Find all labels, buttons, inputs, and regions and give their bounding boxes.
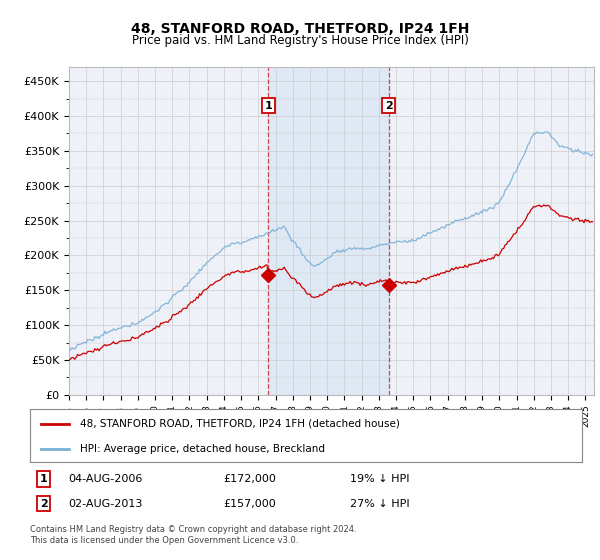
Text: 27% ↓ HPI: 27% ↓ HPI <box>350 498 410 508</box>
Text: £157,000: £157,000 <box>223 498 276 508</box>
Text: 2: 2 <box>40 498 47 508</box>
Text: 1: 1 <box>265 101 272 110</box>
Text: Price paid vs. HM Land Registry's House Price Index (HPI): Price paid vs. HM Land Registry's House … <box>131 34 469 46</box>
Text: 1: 1 <box>40 474 47 484</box>
Text: £172,000: £172,000 <box>223 474 276 484</box>
Text: 04-AUG-2006: 04-AUG-2006 <box>68 474 143 484</box>
Text: HPI: Average price, detached house, Breckland: HPI: Average price, detached house, Brec… <box>80 444 325 454</box>
Text: 2: 2 <box>385 101 392 110</box>
Text: Contains HM Land Registry data © Crown copyright and database right 2024.
This d: Contains HM Land Registry data © Crown c… <box>30 525 356 545</box>
Text: 48, STANFORD ROAD, THETFORD, IP24 1FH: 48, STANFORD ROAD, THETFORD, IP24 1FH <box>131 22 469 36</box>
Text: 19% ↓ HPI: 19% ↓ HPI <box>350 474 410 484</box>
Bar <box>268 67 389 395</box>
Text: 48, STANFORD ROAD, THETFORD, IP24 1FH (detached house): 48, STANFORD ROAD, THETFORD, IP24 1FH (d… <box>80 419 400 429</box>
Text: 02-AUG-2013: 02-AUG-2013 <box>68 498 143 508</box>
